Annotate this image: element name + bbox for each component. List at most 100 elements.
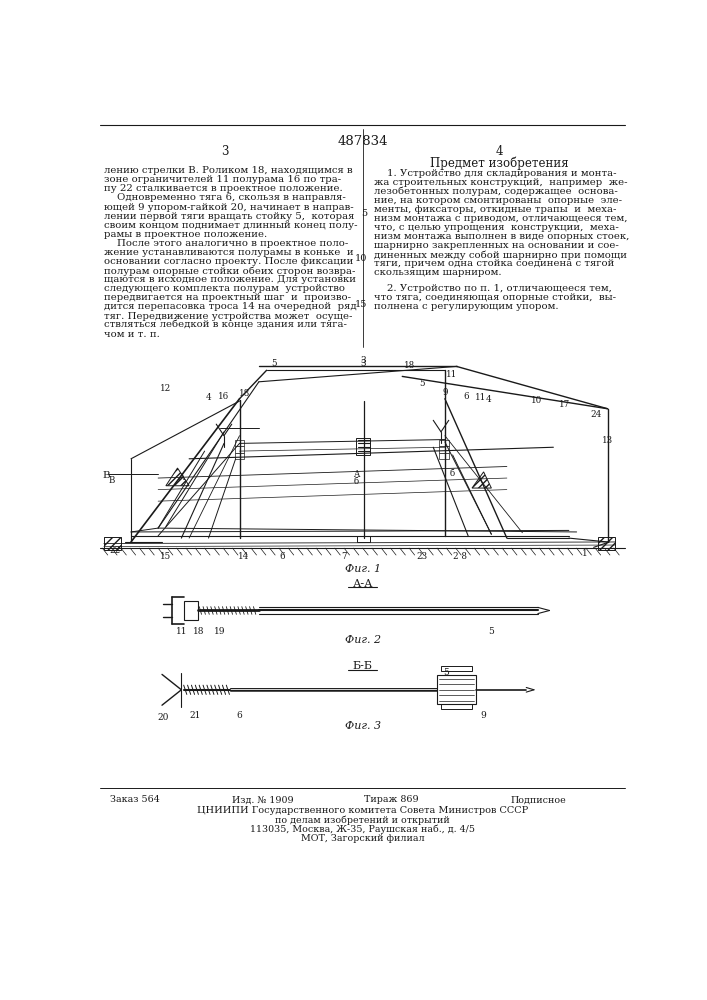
Text: лении первой тяги вращать стойку 5,  которая: лении первой тяги вращать стойку 5, кото… bbox=[104, 212, 354, 221]
Bar bbox=[437, 675, 476, 704]
Text: 16: 16 bbox=[218, 392, 230, 401]
Text: 4: 4 bbox=[496, 145, 503, 158]
Text: 11: 11 bbox=[475, 393, 486, 402]
Text: 11: 11 bbox=[445, 370, 457, 379]
Polygon shape bbox=[472, 472, 491, 488]
Text: Фиг. 2: Фиг. 2 bbox=[345, 635, 381, 645]
Text: 3: 3 bbox=[221, 145, 228, 158]
Text: лению стрелки В. Роликом 18, находящимся в: лению стрелки В. Роликом 18, находящимся… bbox=[104, 166, 353, 175]
Text: А-А: А-А bbox=[353, 579, 373, 589]
Bar bbox=[235, 440, 244, 446]
Text: Подписное: Подписное bbox=[510, 795, 566, 804]
Text: После этого аналогично в проектное поло-: После этого аналогично в проектное поло- bbox=[104, 239, 348, 248]
Text: менты, фиксаторы, откидные трапы  и  меха-: менты, фиксаторы, откидные трапы и меха- bbox=[373, 205, 616, 214]
Text: 4: 4 bbox=[486, 395, 492, 404]
Text: диненных между собой шарнирно при помощи: диненных между собой шарнирно при помощи bbox=[373, 250, 626, 260]
Text: 10: 10 bbox=[355, 254, 368, 263]
Text: B: B bbox=[108, 476, 115, 485]
Text: 7: 7 bbox=[341, 552, 347, 561]
Text: 3: 3 bbox=[361, 359, 366, 368]
Text: A: A bbox=[354, 470, 360, 479]
Text: рамы в проектное положение.: рамы в проектное положение. bbox=[104, 230, 267, 239]
Text: 22: 22 bbox=[110, 546, 121, 555]
Text: 113035, Москва, Ж-35, Раушская наб., д. 4/5: 113035, Москва, Ж-35, Раушская наб., д. … bbox=[250, 825, 475, 834]
Bar bbox=[184, 601, 198, 620]
Text: ющей 9 упором-гайкой 20, начинает в направ-: ющей 9 упором-гайкой 20, начинает в напр… bbox=[104, 203, 354, 212]
Text: 18: 18 bbox=[193, 627, 204, 636]
Text: тяг. Передвижение устройства может  осуще-: тяг. Передвижение устройства может осуще… bbox=[104, 312, 352, 321]
Text: следующего комплекта полурам  устройство: следующего комплекта полурам устройство bbox=[104, 284, 345, 293]
Bar bbox=[235, 446, 244, 453]
Text: 9: 9 bbox=[481, 711, 486, 720]
Text: Тираж 869: Тираж 869 bbox=[363, 795, 418, 804]
Text: 23: 23 bbox=[416, 552, 427, 561]
Text: низм монтажа выполнен в виде опорных стоек,: низм монтажа выполнен в виде опорных сто… bbox=[373, 232, 629, 241]
Text: 13: 13 bbox=[602, 436, 613, 445]
Bar bbox=[441, 666, 472, 671]
Text: лезобетонных полурам, содержащее  основа-: лезобетонных полурам, содержащее основа- bbox=[373, 187, 617, 196]
Text: пу 22 сталкивается в проектное положение.: пу 22 сталкивается в проектное положение… bbox=[104, 184, 343, 193]
Text: Фиг. 3: Фиг. 3 bbox=[345, 721, 381, 731]
Text: 15: 15 bbox=[160, 552, 171, 561]
Text: Одновременно тяга 6, скользя в направля-: Одновременно тяга 6, скользя в направля- bbox=[104, 193, 346, 202]
Text: скользящим шарниром.: скользящим шарниром. bbox=[373, 268, 501, 277]
Text: МОТ, Загорский филиал: МОТ, Загорский филиал bbox=[301, 834, 424, 843]
Text: б: б bbox=[354, 477, 359, 486]
Text: передвигается на проектный шаг  и  произво-: передвигается на проектный шаг и произво… bbox=[104, 293, 351, 302]
Text: 15: 15 bbox=[355, 300, 368, 309]
Text: шарнирно закрепленных на основании и сое-: шарнирно закрепленных на основании и сое… bbox=[373, 241, 619, 250]
Text: жение устанавливаются полурамы в коньке  и: жение устанавливаются полурамы в коньке … bbox=[104, 248, 354, 257]
Text: B: B bbox=[103, 471, 110, 480]
Text: чом и т. п.: чом и т. п. bbox=[104, 330, 160, 339]
Text: 2 8: 2 8 bbox=[453, 552, 467, 561]
Text: дится перепасовка троса 14 на очередной  ряд: дится перепасовка троса 14 на очередной … bbox=[104, 302, 356, 311]
Text: Б-Б: Б-Б bbox=[353, 661, 373, 671]
Text: зоне ограничителей 11 полурама 16 по тра-: зоне ограничителей 11 полурама 16 по тра… bbox=[104, 175, 341, 184]
Text: 5: 5 bbox=[361, 209, 368, 218]
Text: 10: 10 bbox=[531, 396, 542, 405]
Text: полурам опорные стойки обеих сторон возвра-: полурам опорные стойки обеих сторон возв… bbox=[104, 266, 355, 276]
Text: 6: 6 bbox=[463, 392, 469, 401]
Text: 18: 18 bbox=[239, 389, 250, 398]
Bar bbox=[104, 537, 121, 550]
Bar bbox=[440, 440, 449, 446]
Bar bbox=[440, 446, 449, 453]
Text: полнена с регулирующим упором.: полнена с регулирующим упором. bbox=[373, 302, 559, 311]
Text: 1: 1 bbox=[582, 549, 588, 558]
Text: 19: 19 bbox=[214, 627, 226, 636]
Bar bbox=[440, 453, 449, 459]
Text: 3: 3 bbox=[361, 356, 366, 365]
Text: Заказ 564: Заказ 564 bbox=[110, 795, 160, 804]
Bar bbox=[356, 438, 370, 455]
Text: Изд. № 1909: Изд. № 1909 bbox=[232, 795, 293, 804]
Text: 487834: 487834 bbox=[337, 135, 388, 148]
Text: по делам изобретений и открытий: по делам изобретений и открытий bbox=[275, 815, 450, 825]
Text: 14: 14 bbox=[238, 552, 249, 561]
Text: 5: 5 bbox=[419, 379, 424, 388]
Text: ние, на котором смонтированы  опорные  эле-: ние, на котором смонтированы опорные эле… bbox=[373, 196, 621, 205]
Text: 20: 20 bbox=[158, 713, 169, 722]
Text: 5: 5 bbox=[489, 627, 494, 636]
Text: б: б bbox=[450, 469, 455, 478]
Bar bbox=[598, 537, 615, 550]
Text: 21: 21 bbox=[189, 711, 201, 720]
Text: 2. Устройство по п. 1, отличающееся тем,: 2. Устройство по п. 1, отличающееся тем, bbox=[373, 284, 612, 293]
Text: что, с целью упрощения  конструкции,  меха-: что, с целью упрощения конструкции, меха… bbox=[373, 223, 619, 232]
Text: 17: 17 bbox=[559, 400, 570, 409]
Text: 9: 9 bbox=[442, 388, 448, 397]
Text: 5: 5 bbox=[271, 359, 277, 368]
Text: ствляться лебедкой в конце здания или тяга-: ствляться лебедкой в конце здания или тя… bbox=[104, 321, 346, 330]
Bar bbox=[235, 453, 244, 459]
Text: 4: 4 bbox=[206, 393, 211, 402]
Text: 6: 6 bbox=[279, 552, 285, 561]
Text: жа строительных конструкций,  например  же-: жа строительных конструкций, например же… bbox=[373, 178, 627, 187]
Text: низм монтажа с приводом, отличающееся тем,: низм монтажа с приводом, отличающееся те… bbox=[373, 214, 627, 223]
Text: 11: 11 bbox=[175, 627, 187, 636]
Text: 12: 12 bbox=[160, 384, 172, 393]
Text: основании согласно проекту. После фиксации: основании согласно проекту. После фиксац… bbox=[104, 257, 354, 266]
Bar bbox=[357, 536, 370, 542]
Text: 18: 18 bbox=[404, 361, 416, 370]
Text: ЦНИИПИ Государственного комитета Совета Министров СССР: ЦНИИПИ Государственного комитета Совета … bbox=[197, 806, 528, 815]
Text: что тяга, соединяющая опорные стойки,  вы-: что тяга, соединяющая опорные стойки, вы… bbox=[373, 293, 616, 302]
Text: 1. Устройство для складирования и монта-: 1. Устройство для складирования и монта- bbox=[373, 169, 616, 178]
